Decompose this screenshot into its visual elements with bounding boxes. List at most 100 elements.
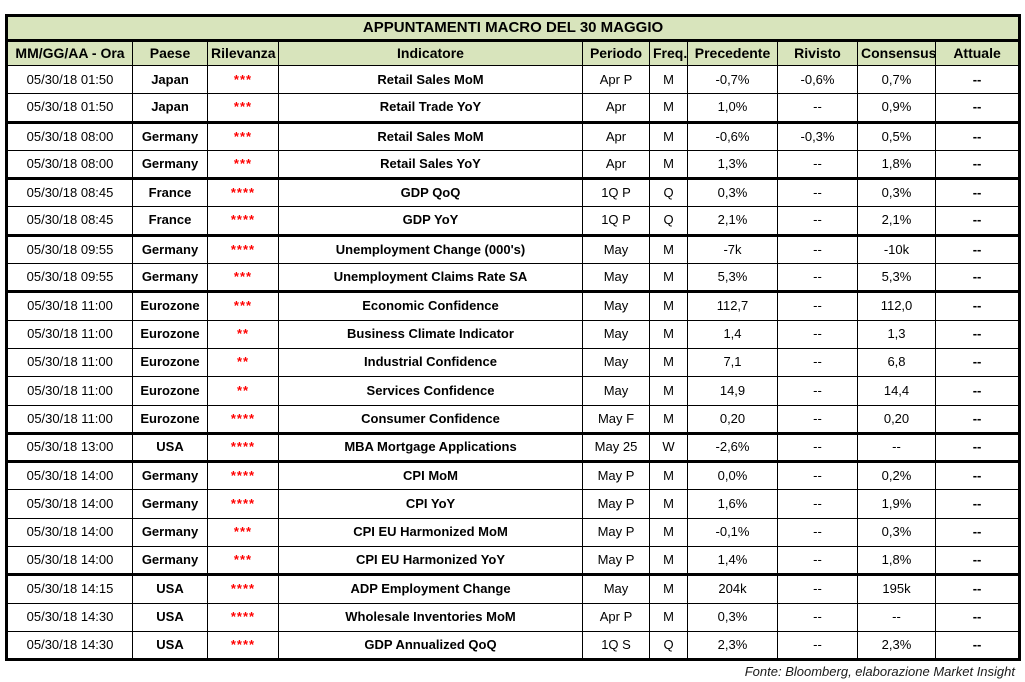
cell-country: Eurozone (132, 291, 208, 321)
cell-actual: -- (934, 376, 1021, 406)
table-title-row: APPUNTAMENTI MACRO DEL 30 MAGGIO (5, 15, 1021, 42)
cell-actual: -- (934, 319, 1021, 349)
cell-period: May (582, 347, 650, 378)
table-row: 05/30/18 13:00 USA **** MBA Mortgage Applic… (6, 432, 1021, 464)
cell-period: Apr (582, 149, 650, 181)
cell-revised: -0,3% (777, 121, 858, 151)
cell-datetime: 05/30/18 14:30 (6, 630, 133, 661)
cell-datetime: 05/30/18 14:00 (6, 461, 133, 491)
cell-indicator: GDP Annualized QoQ (278, 630, 583, 661)
cell-country: USA (132, 630, 208, 661)
cell-indicator: MBA Mortgage Applications (278, 432, 583, 464)
cell-relevance: *** (207, 263, 279, 294)
cell-actual: -- (934, 432, 1021, 464)
cell-country: USA (132, 574, 208, 604)
cell-revised: -- (777, 149, 858, 181)
cell-datetime: 05/30/18 11:00 (6, 291, 133, 321)
cell-freq: M (649, 64, 688, 95)
cell-previous: 2,3% (687, 630, 778, 661)
column-header-previous: Precedente (687, 40, 778, 66)
cell-datetime: 05/30/18 09:55 (6, 234, 133, 265)
cell-freq: M (649, 93, 688, 124)
cell-relevance: *** (207, 93, 279, 124)
cell-actual: -- (934, 574, 1021, 604)
cell-previous: 0,3% (687, 178, 778, 208)
cell-actual: -- (934, 178, 1021, 208)
cell-freq: M (649, 489, 688, 519)
cell-revised: -- (777, 546, 858, 577)
cell-indicator: Unemployment Change (000's) (278, 234, 583, 265)
cell-country: Japan (132, 64, 208, 95)
table-row: 05/30/18 09:55 Germany **** Unemployment Ch… (6, 234, 1021, 265)
cell-previous: 7,1 (687, 347, 778, 378)
cell-indicator: Business Climate Indicator (278, 319, 583, 349)
cell-consensus: 0,5% (857, 121, 936, 151)
cell-relevance: *** (207, 121, 279, 151)
cell-period: Apr P (582, 602, 650, 632)
cell-period: May (582, 319, 650, 349)
cell-indicator: CPI MoM (278, 461, 583, 491)
cell-relevance: **** (207, 178, 279, 208)
cell-previous: -0,6% (687, 121, 778, 151)
cell-indicator: CPI EU Harmonized MoM (278, 517, 583, 548)
cell-datetime: 05/30/18 11:00 (6, 319, 133, 349)
cell-actual: -- (934, 263, 1021, 294)
cell-consensus: -10k (857, 234, 936, 265)
cell-relevance: *** (207, 291, 279, 321)
cell-country: Germany (132, 489, 208, 519)
cell-datetime: 05/30/18 11:00 (6, 347, 133, 378)
table-row: 05/30/18 11:00 Eurozone ** Services Confide… (6, 376, 1021, 406)
cell-indicator: GDP QoQ (278, 178, 583, 208)
cell-previous: 1,4% (687, 546, 778, 577)
cell-revised: -- (777, 461, 858, 491)
table-row: 05/30/18 14:15 USA **** ADP Employment Chan… (6, 574, 1021, 604)
cell-consensus: 0,3% (857, 517, 936, 548)
table-row: 05/30/18 08:00 Germany *** Retail Sales YoY… (6, 149, 1021, 181)
table-row: 05/30/18 11:00 Eurozone **** Consumer Confi… (6, 404, 1021, 435)
cell-country: Germany (132, 461, 208, 491)
cell-datetime: 05/30/18 14:00 (6, 546, 133, 577)
table-row: 05/30/18 08:00 Germany *** Retail Sales MoM… (6, 121, 1021, 151)
cell-country: France (132, 206, 208, 237)
cell-country: USA (132, 602, 208, 632)
cell-indicator: Retail Sales MoM (278, 64, 583, 95)
cell-country: Eurozone (132, 319, 208, 349)
table-row: 05/30/18 11:00 Eurozone ** Business Climate… (6, 319, 1021, 349)
cell-actual: -- (934, 291, 1021, 321)
cell-relevance: **** (207, 489, 279, 519)
cell-consensus: -- (857, 602, 936, 632)
cell-period: Apr (582, 121, 650, 151)
cell-freq: M (649, 319, 688, 349)
cell-country: Germany (132, 121, 208, 151)
cell-actual: -- (934, 93, 1021, 124)
cell-datetime: 05/30/18 09:55 (6, 263, 133, 294)
cell-previous: 0,3% (687, 602, 778, 632)
cell-relevance: *** (207, 517, 279, 548)
cell-previous: 1,6% (687, 489, 778, 519)
cell-relevance: *** (207, 149, 279, 181)
table-row: 05/30/18 09:55 Germany *** Unemployment Cla… (6, 263, 1021, 294)
cell-datetime: 05/30/18 13:00 (6, 432, 133, 464)
cell-indicator: Services Confidence (278, 376, 583, 406)
cell-freq: M (649, 121, 688, 151)
cell-datetime: 05/30/18 14:15 (6, 574, 133, 604)
cell-actual: -- (934, 149, 1021, 181)
table-row: 05/30/18 14:00 Germany *** CPI EU Harmonize… (6, 517, 1021, 548)
cell-country: Eurozone (132, 404, 208, 435)
cell-period: May (582, 234, 650, 265)
cell-indicator: Wholesale Inventories MoM (278, 602, 583, 632)
cell-actual: -- (934, 546, 1021, 577)
cell-previous: 1,3% (687, 149, 778, 181)
cell-indicator: Consumer Confidence (278, 404, 583, 435)
table-row: 05/30/18 11:00 Eurozone ** Industrial Confi… (6, 347, 1021, 378)
cell-previous: 2,1% (687, 206, 778, 237)
table-row: 05/30/18 01:50 Japan *** Retail Trade YoY Ap… (6, 93, 1021, 124)
table-body: 05/30/18 01:50 Japan *** Retail Sales MoM Ap… (6, 64, 1021, 661)
cell-revised: -- (777, 263, 858, 294)
cell-datetime: 05/30/18 08:45 (6, 178, 133, 208)
cell-consensus: 2,3% (857, 630, 936, 661)
cell-consensus: 1,8% (857, 149, 936, 181)
cell-relevance: **** (207, 461, 279, 491)
cell-previous: 0,0% (687, 461, 778, 491)
